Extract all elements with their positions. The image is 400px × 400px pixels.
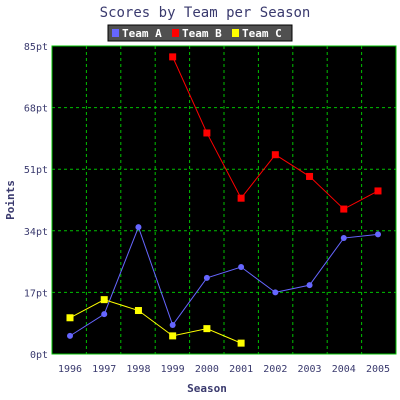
team-c-point — [100, 296, 108, 304]
legend-swatch-team-c — [232, 29, 239, 37]
legend-swatch-team-a — [112, 29, 119, 37]
team-b-point — [271, 151, 279, 159]
team-c-point — [169, 332, 177, 340]
legend-label-team-c: Team C — [242, 27, 282, 40]
y-tick-label: 17pt — [24, 288, 48, 299]
x-tick-label: 2002 — [263, 364, 287, 375]
legend-box — [107, 24, 293, 42]
y-tick-label: 0pt — [30, 350, 48, 361]
team-a-point — [272, 289, 279, 296]
team-a-point — [203, 274, 210, 281]
team-a-point — [306, 282, 313, 289]
plot-area — [52, 46, 396, 354]
y-tick-label: 51pt — [24, 165, 48, 176]
x-axis-title: Season — [187, 382, 227, 395]
team-a-point — [375, 231, 381, 238]
legend-label-team-b: Team B — [182, 27, 222, 40]
x-tick-label: 1997 — [92, 364, 116, 375]
team-a-point — [238, 264, 245, 271]
x-tick-label: 1998 — [126, 364, 150, 375]
x-tick-label: 1996 — [58, 364, 82, 375]
team-a-point — [340, 235, 347, 242]
x-tick-label: 2000 — [195, 364, 219, 375]
team-a-line — [69, 225, 379, 337]
y-tick-label: 34pt — [24, 227, 48, 238]
x-tick-label: 2001 — [229, 364, 253, 375]
team-b-point — [169, 53, 177, 61]
y-tick-label: 85pt — [24, 42, 48, 53]
x-tick-label: 2003 — [298, 364, 322, 375]
legend: Team A Team B Team C — [107, 24, 293, 42]
team-b-point — [340, 205, 348, 213]
x-axis-ticks: 1996 1997 1998 1999 2000 2001 2002 2003 2004 2005 — [58, 364, 390, 375]
y-tick-label: 68pt — [24, 104, 48, 115]
team-c-point — [203, 325, 211, 333]
plot-border — [51, 45, 397, 355]
x-tick-label: 2004 — [332, 364, 356, 375]
legend-label-team-a: Team A — [122, 27, 162, 40]
team-a-point — [67, 332, 73, 339]
team-a-point — [101, 311, 108, 318]
team-b-point — [237, 194, 245, 202]
team-a-point — [135, 224, 142, 231]
legend-swatch-team-b — [172, 29, 179, 37]
team-b-point — [306, 172, 314, 180]
x-tick-label: 2005 — [366, 364, 390, 375]
chart-title: Scores by Team per Season — [100, 5, 311, 21]
y-axis-title: Points — [4, 180, 17, 220]
team-c-line — [69, 299, 242, 344]
x-tick-label: 1999 — [161, 364, 185, 375]
team-a-point — [169, 322, 176, 329]
team-c-point — [237, 339, 245, 347]
team-b-point — [374, 187, 382, 195]
y-axis-ticks: 0pt 17pt 34pt 51pt 68pt 85pt — [24, 42, 48, 361]
team-c-point — [134, 307, 142, 315]
series-markers — [66, 53, 382, 347]
grid — [51, 45, 397, 355]
team-b-point — [203, 129, 211, 137]
team-c-point — [66, 314, 74, 322]
